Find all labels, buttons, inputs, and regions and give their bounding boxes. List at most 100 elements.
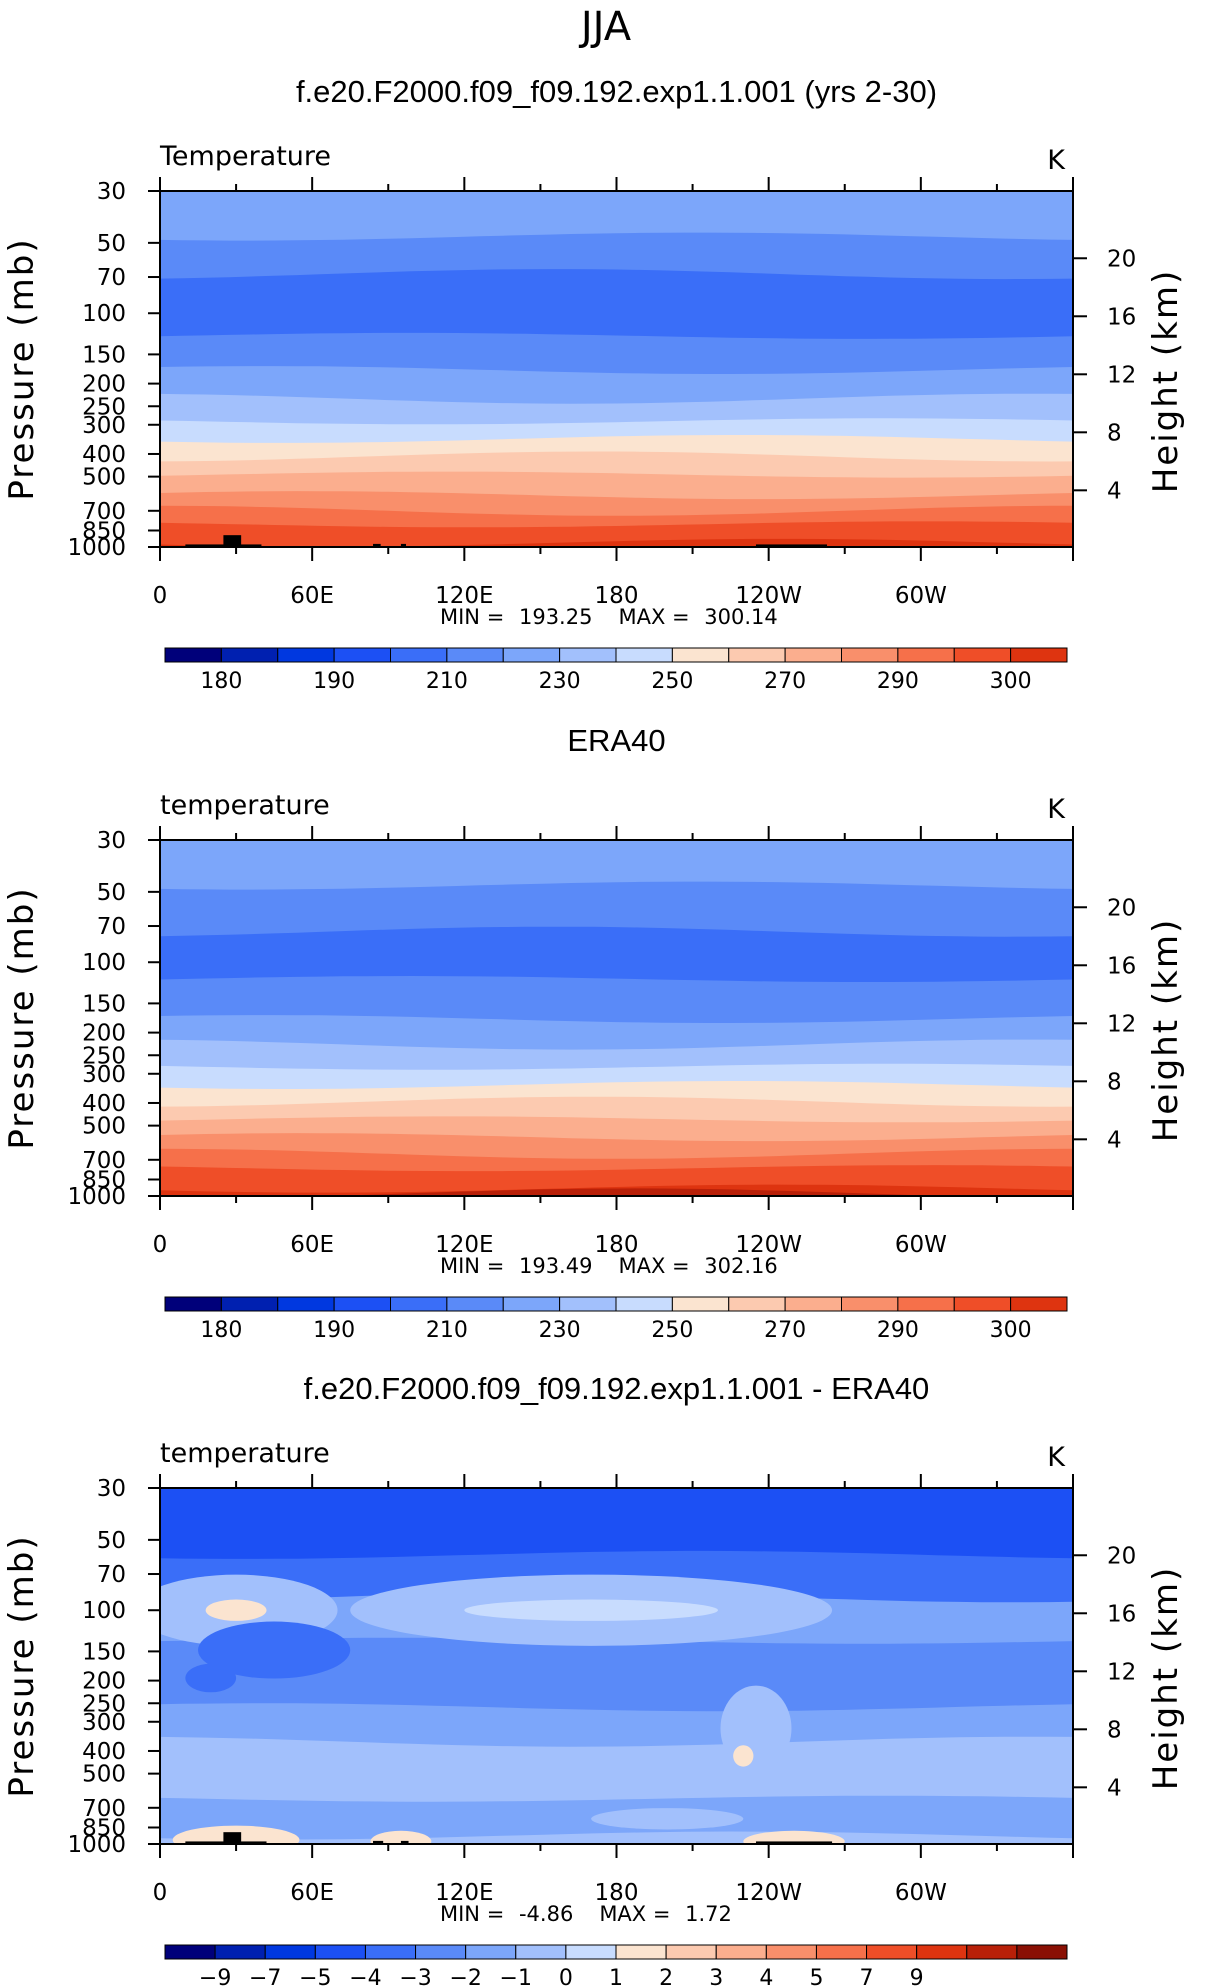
colorbar: 180 190 210 230 250 270 290 300 — [164, 1296, 1068, 1343]
colorbar-swatch — [277, 647, 335, 663]
colorbar-label: −3 — [399, 1966, 431, 1987]
y-axis-title: Pressure (mb) — [2, 1534, 42, 1797]
pressure-tick-label: 1000 — [67, 1832, 126, 1858]
min-value: 193.49 — [519, 1254, 592, 1278]
colorbar-swatch — [515, 1944, 567, 1960]
height-tick-label: 12 — [1107, 1011, 1136, 1037]
contour-blob — [720, 1685, 792, 1772]
height-tick-label: 20 — [1107, 895, 1136, 921]
colorbar-label: 250 — [651, 669, 693, 694]
panel-title: f.e20.F2000.f09_f09.192.exp1.1.001 - ERA… — [304, 1371, 930, 1406]
colorbar-swatch — [665, 1944, 717, 1960]
contour-field — [160, 840, 1073, 1196]
colorbar-label: 180 — [200, 1318, 242, 1343]
colorbar-swatch — [446, 647, 504, 663]
min-label: MIN = — [440, 1902, 511, 1926]
pressure-tick-label: 850 — [82, 1168, 126, 1194]
colorbar-label: 9 — [910, 1966, 924, 1987]
x-tick-label: 60W — [895, 1880, 947, 1906]
x-tick-label: 120W — [735, 1232, 802, 1258]
topography-mask — [400, 543, 407, 547]
pressure-tick-label: 1000 — [67, 1184, 126, 1210]
pressure-tick-label: 400 — [82, 1739, 126, 1765]
height-tick-label: 12 — [1107, 1659, 1136, 1685]
colorbar-swatch — [364, 1944, 417, 1960]
colorbar-swatch — [314, 1944, 366, 1960]
pressure-tick-label: 200 — [82, 1669, 126, 1695]
topography-mask — [373, 1840, 384, 1844]
x-tick-label: 60E — [290, 583, 334, 609]
x-tick-label: 0 — [153, 1232, 168, 1258]
contour-blob — [743, 1830, 845, 1844]
colorbar-swatch — [866, 1944, 918, 1960]
contour-field — [160, 191, 1073, 547]
panel-title: ERA40 — [567, 723, 665, 758]
colorbar-swatch — [1010, 647, 1068, 663]
colorbar-swatch — [671, 647, 730, 663]
colorbar-swatch — [446, 1296, 504, 1312]
topography-mask — [400, 1840, 409, 1844]
colorbar-swatch — [502, 647, 561, 663]
max-value: 300.14 — [704, 605, 777, 629]
x-tick-label: 120E — [435, 1232, 493, 1258]
colorbar-label: 290 — [877, 669, 919, 694]
variable-label: temperature — [160, 790, 330, 821]
colorbar-label: 7 — [860, 1966, 874, 1987]
colorbar-swatch — [897, 1296, 955, 1312]
colorbar-swatch — [765, 1944, 817, 1960]
panel-1: f.e20.F2000.f09_f09.192.exp1.1.001 (yrs … — [2, 74, 1186, 694]
colorbar-label: −1 — [500, 1966, 532, 1987]
contour-blob — [591, 1808, 744, 1830]
colorbar-swatch — [841, 647, 899, 663]
colorbar-swatch — [164, 1296, 222, 1312]
pressure-tick-label: 30 — [97, 1476, 126, 1502]
colorbar-swatch — [615, 647, 673, 663]
x-tick-label: 180 — [595, 583, 639, 609]
pressure-tick-label: 30 — [97, 179, 126, 205]
colorbar-swatch — [953, 1296, 1012, 1312]
max-label: MAX = — [618, 605, 696, 629]
contour-blob — [205, 1599, 267, 1621]
colorbar-label: 270 — [764, 1318, 806, 1343]
topography-mask — [755, 544, 827, 547]
pressure-tick-label: 250 — [82, 1691, 126, 1717]
colorbar-label: −5 — [299, 1966, 331, 1987]
min-value: 193.25 — [519, 605, 592, 629]
topography-mask — [373, 543, 381, 547]
colorbar-swatch — [966, 1944, 1018, 1960]
height-tick-label: 8 — [1107, 1069, 1122, 1095]
colorbar-swatch — [502, 1296, 561, 1312]
topography-mask — [223, 1832, 242, 1844]
x-tick-label: 180 — [595, 1232, 639, 1258]
colorbar-swatch — [264, 1944, 316, 1960]
pressure-tick-label: 700 — [82, 1148, 126, 1174]
units-label: K — [1047, 1442, 1066, 1473]
topography-mask — [223, 535, 242, 547]
colorbar-swatch — [277, 1296, 335, 1312]
pressure-tick-label: 50 — [97, 231, 126, 257]
x-tick-label: 180 — [595, 1880, 639, 1906]
x-tick-label: 0 — [153, 583, 168, 609]
colorbar-swatch — [164, 1944, 216, 1960]
pressure-tick-label: 150 — [82, 991, 126, 1017]
height-tick-label: 8 — [1107, 420, 1122, 446]
contour-band — [329, 1188, 944, 1196]
colorbar-swatch — [164, 647, 222, 663]
height-tick-label: 4 — [1107, 1127, 1122, 1153]
colorbar-label: −4 — [349, 1966, 381, 1987]
height-tick-label: 16 — [1107, 304, 1136, 330]
colorbar-swatch — [390, 1296, 448, 1312]
colorbar-label: −7 — [249, 1966, 281, 1987]
max-label: MAX = — [618, 1254, 696, 1278]
colorbar-label: 210 — [426, 669, 468, 694]
topography-mask — [236, 1841, 267, 1844]
colorbar-swatch — [415, 1944, 467, 1960]
colorbar-swatch — [953, 647, 1012, 663]
pressure-tick-label: 200 — [82, 1021, 126, 1047]
colorbar-label: 300 — [990, 669, 1032, 694]
colorbar-label: 300 — [990, 1318, 1032, 1343]
pressure-tick-label: 700 — [82, 1796, 126, 1822]
min-max-stats: MIN = 193.25 MAX = 300.14 — [440, 605, 778, 629]
topography-mask — [236, 544, 262, 547]
colorbar-swatch — [333, 647, 391, 663]
